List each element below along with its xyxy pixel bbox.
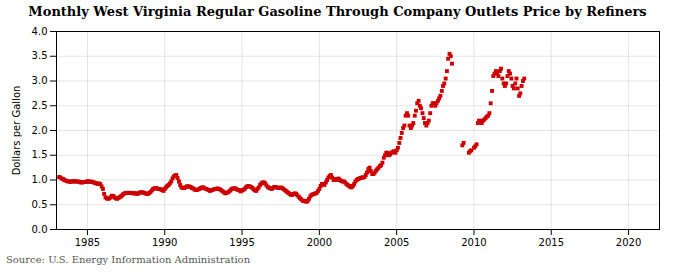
svg-text:2020: 2020 <box>616 237 641 248</box>
svg-text:0.0: 0.0 <box>32 224 48 235</box>
svg-text:2015: 2015 <box>539 237 564 248</box>
html-text:Monthly West Virginia Regular: Monthly West Virginia Regular Gasoline T… <box>28 4 647 19</box>
svg-text:3.5: 3.5 <box>32 50 48 61</box>
svg-text:0.5: 0.5 <box>32 199 48 210</box>
svg-text:1.0: 1.0 <box>32 174 48 185</box>
svg-text:2.0: 2.0 <box>32 125 48 136</box>
svg-text:3.0: 3.0 <box>32 75 48 86</box>
html-text:Source: U.S. Energy Informatio: Source: U.S. Energy Information Administ… <box>6 254 251 265</box>
svg-text:1995: 1995 <box>229 237 254 248</box>
svg-text:2.5: 2.5 <box>32 100 48 111</box>
svg-text:Dollars per Gallon: Dollars per Gallon <box>11 86 22 176</box>
svg-text:4.0: 4.0 <box>32 26 48 37</box>
svg-text:2005: 2005 <box>384 237 409 248</box>
svg-text:1990: 1990 <box>152 237 177 248</box>
svg-text:1.5: 1.5 <box>32 149 48 160</box>
svg-text:2010: 2010 <box>461 237 486 248</box>
svg-text:2000: 2000 <box>307 237 332 248</box>
svg-text:1985: 1985 <box>75 237 100 248</box>
